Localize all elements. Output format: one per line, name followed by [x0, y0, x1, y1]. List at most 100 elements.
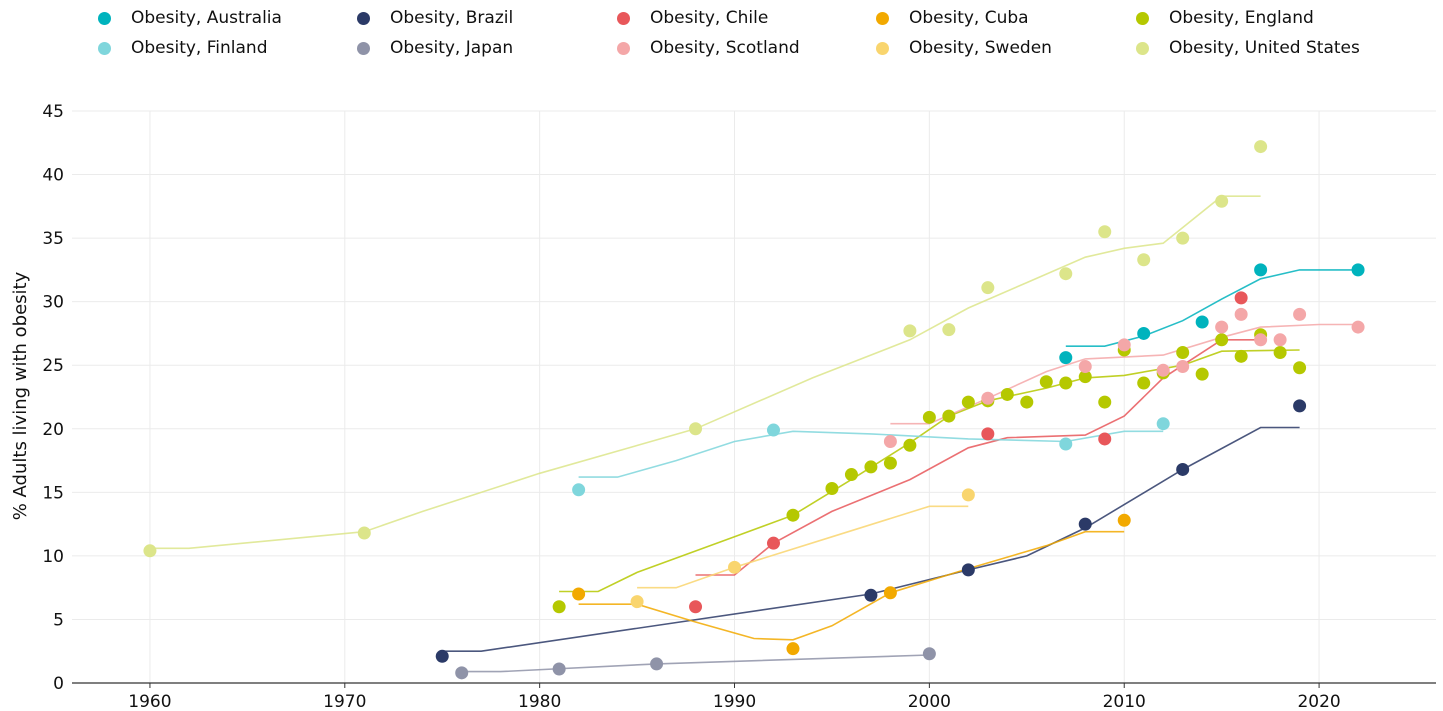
y-tick-label: 15: [42, 483, 64, 503]
legend-item-obesity-england: Obesity, England: [1136, 8, 1314, 28]
y-tick-label: 5: [53, 610, 64, 630]
point-obesity-united-states: [357, 526, 371, 540]
legend-item-obesity-cuba: Obesity, Cuba: [876, 8, 1029, 28]
axes: 0 5 10 15 20 25 30 35 40 45 1960 1970 1980 1990 2000 20…: [42, 102, 1436, 711]
legend-label: Obesity, Sweden: [909, 38, 1052, 58]
point-obesity-scotland: [1215, 320, 1229, 334]
point-obesity-japan: [552, 662, 566, 676]
point-obesity-england: [961, 395, 975, 409]
legend-marker-icon: [98, 11, 111, 25]
y-tick-label: 45: [42, 102, 64, 122]
point-obesity-england: [942, 409, 956, 423]
legend-marker-icon: [357, 11, 370, 25]
point-obesity-united-states: [1254, 140, 1268, 154]
point-obesity-england: [1273, 346, 1287, 360]
x-tick-label: 1960: [128, 692, 171, 711]
legend-item-obesity-scotland: Obesity, Scotland: [617, 38, 800, 58]
point-obesity-scotland: [883, 434, 897, 448]
trend-line-obesity-chile: [695, 339, 1261, 576]
trend-line-obesity-scotland: [890, 323, 1359, 425]
point-obesity-united-states: [981, 281, 995, 295]
point-obesity-australia: [1195, 315, 1209, 329]
legend-label: Obesity, Finland: [131, 38, 268, 58]
point-obesity-brazil: [961, 563, 975, 577]
legend-item-obesity-finland: Obesity, Finland: [98, 38, 268, 58]
trend-line-obesity-australia: [1065, 269, 1359, 347]
point-obesity-chile: [1234, 291, 1248, 305]
legend-marker-icon: [617, 11, 630, 25]
legend-label: Obesity, Australia: [131, 8, 282, 28]
grid: [72, 110, 1436, 683]
point-obesity-cuba: [883, 586, 897, 600]
x-tick-label: 2020: [1297, 692, 1340, 711]
point-obesity-scotland: [981, 391, 995, 405]
point-obesity-england: [1059, 376, 1073, 390]
trend-line-obesity-cuba: [578, 530, 1125, 641]
point-obesity-cuba: [572, 587, 586, 601]
point-obesity-england: [903, 438, 917, 452]
point-obesity-japan: [455, 666, 469, 680]
point-obesity-scotland: [1293, 307, 1307, 321]
point-obesity-england: [1137, 376, 1151, 390]
point-obesity-finland: [1156, 417, 1170, 431]
legend-item-obesity-brazil: Obesity, Brazil: [357, 8, 513, 28]
point-obesity-australia: [1137, 326, 1151, 340]
point-obesity-united-states: [1176, 231, 1190, 245]
point-obesity-japan: [922, 647, 936, 661]
legend-item-obesity-united-states: Obesity, United States: [1136, 38, 1360, 58]
point-obesity-united-states: [143, 544, 157, 558]
point-obesity-england: [1098, 395, 1112, 409]
point-obesity-australia: [1351, 263, 1365, 277]
point-obesity-brazil: [1293, 399, 1307, 413]
point-obesity-australia: [1059, 351, 1073, 365]
point-obesity-united-states: [942, 323, 956, 337]
x-tick-label: 1980: [518, 692, 561, 711]
point-obesity-sweden: [728, 560, 742, 574]
point-obesity-england: [1215, 333, 1229, 347]
point-obesity-united-states: [1137, 253, 1151, 267]
point-obesity-england: [825, 482, 839, 496]
point-obesity-england: [552, 600, 566, 614]
point-obesity-england: [1195, 367, 1209, 381]
legend-item-obesity-australia: Obesity, Australia: [98, 8, 282, 28]
point-obesity-united-states: [1215, 194, 1229, 208]
point-obesity-brazil: [435, 649, 449, 663]
legend-marker-icon: [876, 11, 889, 25]
point-obesity-finland: [766, 423, 780, 437]
x-tick-label: 2010: [1103, 692, 1146, 711]
point-obesity-england: [844, 468, 858, 482]
point-obesity-england: [1176, 346, 1190, 360]
point-obesity-england: [1039, 375, 1053, 389]
trend-line-obesity-brazil: [442, 426, 1300, 652]
trend-line-obesity-finland: [578, 430, 1164, 478]
point-obesity-united-states: [1059, 267, 1073, 281]
point-obesity-england: [883, 456, 897, 470]
point-obesity-united-states: [1098, 225, 1112, 239]
x-tick-label: 1990: [713, 692, 756, 711]
y-tick-label: 35: [42, 229, 64, 249]
point-obesity-scotland: [1117, 338, 1131, 352]
legend-marker-icon: [617, 41, 630, 55]
legend-label: Obesity, United States: [1169, 38, 1360, 58]
point-obesity-england: [922, 410, 936, 424]
point-obesity-chile: [689, 600, 703, 614]
point-obesity-scotland: [1234, 307, 1248, 321]
point-obesity-finland: [572, 483, 586, 497]
trend-lines: [149, 195, 1359, 673]
legend-label: Obesity, Scotland: [650, 38, 800, 58]
x-tick-label: 1970: [323, 692, 366, 711]
point-obesity-united-states: [689, 422, 703, 436]
legend-label: Obesity, Chile: [650, 8, 769, 28]
legend-item-obesity-chile: Obesity, Chile: [617, 8, 768, 28]
point-obesity-scotland: [1156, 363, 1170, 377]
point-obesity-brazil: [1176, 462, 1190, 476]
y-axis-title: % Adults living with obesity: [10, 271, 31, 520]
point-obesity-united-states: [903, 324, 917, 338]
point-obesity-brazil: [1078, 517, 1092, 531]
y-tick-label: 30: [42, 293, 64, 313]
point-obesity-england: [786, 508, 800, 522]
point-obesity-england: [1293, 361, 1307, 375]
point-obesity-japan: [650, 657, 664, 671]
point-obesity-chile: [766, 536, 780, 550]
legend-label: Obesity, Cuba: [909, 8, 1029, 28]
